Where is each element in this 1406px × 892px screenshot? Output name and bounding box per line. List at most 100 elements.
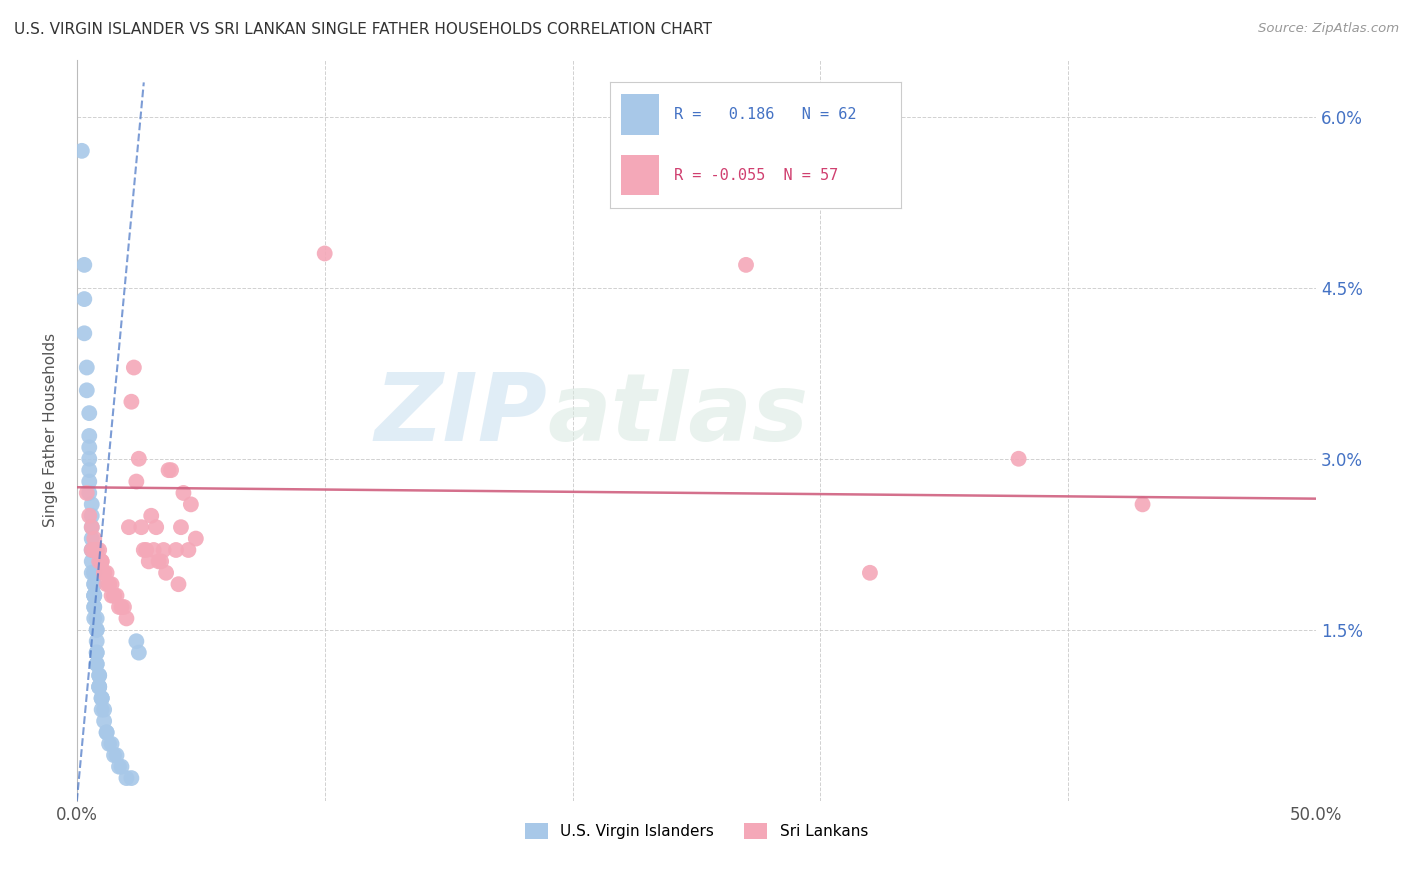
Point <box>73 258 96 272</box>
Point <box>135 543 157 558</box>
Point <box>125 634 148 648</box>
Point <box>1132 497 1154 511</box>
Point <box>859 566 882 580</box>
Point <box>83 600 105 615</box>
Point <box>100 737 122 751</box>
Text: Source: ZipAtlas.com: Source: ZipAtlas.com <box>1258 22 1399 36</box>
Point <box>83 543 105 558</box>
Point <box>148 554 170 568</box>
Point <box>83 566 105 580</box>
Point <box>115 611 138 625</box>
Point <box>77 508 100 523</box>
Point <box>160 463 183 477</box>
Point <box>132 543 155 558</box>
Point <box>90 691 112 706</box>
Point <box>150 554 173 568</box>
Point <box>77 451 100 466</box>
Point <box>83 589 105 603</box>
Point <box>96 725 118 739</box>
Point <box>89 680 111 694</box>
Point <box>86 611 108 625</box>
Point <box>108 759 131 773</box>
Point <box>157 463 180 477</box>
Point <box>105 589 128 603</box>
Point <box>80 554 103 568</box>
Point <box>103 589 125 603</box>
Legend: U.S. Virgin Islanders, Sri Lankans: U.S. Virgin Islanders, Sri Lankans <box>519 817 875 845</box>
Point <box>128 451 150 466</box>
Point <box>83 589 105 603</box>
Point <box>80 543 103 558</box>
Point <box>155 566 177 580</box>
Text: ZIP: ZIP <box>375 369 548 461</box>
Point <box>86 646 108 660</box>
Point <box>735 258 758 272</box>
Point <box>115 771 138 785</box>
Point <box>177 543 200 558</box>
Point <box>80 508 103 523</box>
Point <box>83 611 105 625</box>
Y-axis label: Single Father Households: Single Father Households <box>44 334 58 527</box>
Point <box>122 360 145 375</box>
Point <box>70 144 93 158</box>
Point <box>120 771 142 785</box>
Point <box>73 326 96 341</box>
Point <box>172 486 194 500</box>
Point <box>89 668 111 682</box>
Point <box>76 486 98 500</box>
Text: atlas: atlas <box>548 369 808 461</box>
Point <box>89 680 111 694</box>
Point <box>105 748 128 763</box>
Point <box>76 360 98 375</box>
Point <box>180 497 202 511</box>
Point <box>89 668 111 682</box>
Point <box>96 577 118 591</box>
Point <box>314 246 336 260</box>
Point <box>152 543 174 558</box>
Point <box>96 566 118 580</box>
Point <box>86 543 108 558</box>
Point <box>98 577 121 591</box>
Point <box>98 577 121 591</box>
Point <box>90 703 112 717</box>
Point <box>93 703 115 717</box>
Point <box>80 543 103 558</box>
Point <box>86 657 108 671</box>
Point <box>80 520 103 534</box>
Point <box>77 441 100 455</box>
Point <box>141 508 163 523</box>
Point <box>90 554 112 568</box>
Text: U.S. VIRGIN ISLANDER VS SRI LANKAN SINGLE FATHER HOUSEHOLDS CORRELATION CHART: U.S. VIRGIN ISLANDER VS SRI LANKAN SINGL… <box>14 22 711 37</box>
Point <box>98 737 121 751</box>
Point <box>77 475 100 489</box>
Point <box>103 589 125 603</box>
Point <box>108 600 131 615</box>
Point <box>131 520 153 534</box>
Point <box>93 566 115 580</box>
Point <box>96 725 118 739</box>
Point <box>167 577 190 591</box>
Point <box>83 566 105 580</box>
Point <box>89 554 111 568</box>
Point <box>142 543 165 558</box>
Point <box>118 520 141 534</box>
Point <box>83 600 105 615</box>
Point <box>80 520 103 534</box>
Point <box>184 532 207 546</box>
Point <box>89 680 111 694</box>
Point <box>83 577 105 591</box>
Point <box>80 566 103 580</box>
Point <box>77 463 100 477</box>
Point <box>90 691 112 706</box>
Point <box>80 532 103 546</box>
Point <box>112 600 135 615</box>
Point <box>83 577 105 591</box>
Point <box>145 520 167 534</box>
Point <box>77 486 100 500</box>
Point <box>80 497 103 511</box>
Point <box>103 748 125 763</box>
Point <box>1007 451 1029 466</box>
Point <box>83 532 105 546</box>
Point <box>93 714 115 728</box>
Point <box>80 543 103 558</box>
